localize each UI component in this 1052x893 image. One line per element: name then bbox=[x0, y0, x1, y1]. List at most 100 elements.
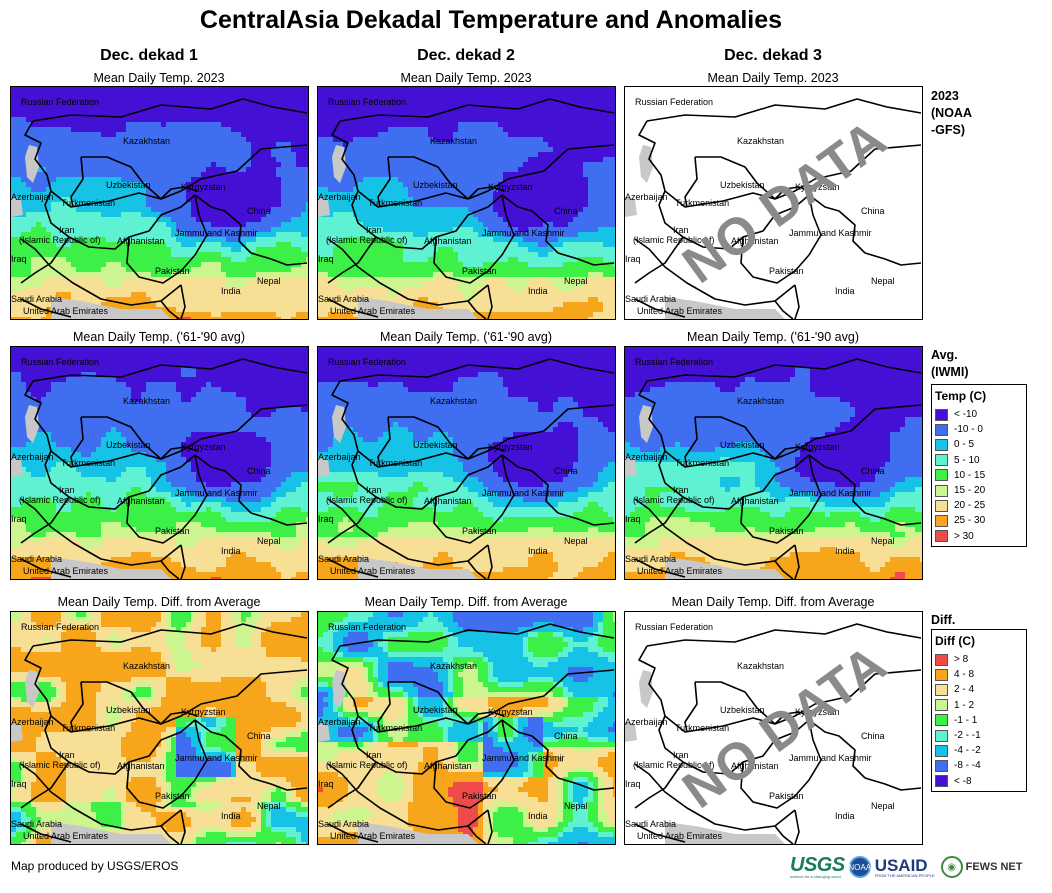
place-label-afghanistan: Afghanistan bbox=[424, 762, 472, 771]
temperature-legend: Temp (C) < -10 -10 - 0 0 - 5 5 - 10 10 - 15 1… bbox=[931, 384, 1027, 547]
water-body bbox=[665, 557, 785, 579]
country-border bbox=[774, 300, 794, 319]
map-raster bbox=[625, 347, 922, 579]
temperature-legend-label: > 30 bbox=[954, 531, 974, 542]
column-header-3: Dec. dekad 3 bbox=[624, 47, 922, 65]
place-label-iraq: Iraq bbox=[625, 515, 641, 524]
country-border bbox=[20, 236, 70, 284]
place-label-saudi: Saudi Arabia bbox=[318, 820, 369, 829]
country-border bbox=[433, 194, 515, 284]
place-label-nepal: Nepal bbox=[257, 277, 281, 286]
place-label-iran2: (Islamic Republic of) bbox=[19, 496, 101, 505]
place-label-iraq: Iraq bbox=[625, 255, 641, 264]
difference-legend-label: -8 - -4 bbox=[954, 760, 981, 771]
difference-legend-swatch bbox=[935, 668, 948, 681]
country-border bbox=[160, 825, 180, 844]
difference-legend-swatch bbox=[935, 775, 948, 788]
country-border bbox=[44, 715, 196, 775]
place-label-iraq: Iraq bbox=[11, 255, 27, 264]
water-body bbox=[332, 670, 346, 708]
country-border bbox=[634, 761, 684, 809]
country-border bbox=[70, 681, 84, 733]
country-border bbox=[740, 719, 822, 809]
place-label-iran1: Iran bbox=[59, 226, 75, 235]
country-border bbox=[388, 416, 469, 460]
place-label-nepal: Nepal bbox=[564, 277, 588, 286]
place-label-saudi: Saudi Arabia bbox=[11, 820, 62, 829]
place-label-azerbaijan: Azerbaijan bbox=[11, 718, 54, 727]
place-label-jammu: Jammu and Kashmir bbox=[789, 229, 872, 238]
place-label-uzbekistan: Uzbekistan bbox=[106, 706, 151, 715]
country-border bbox=[467, 300, 487, 319]
country-border bbox=[327, 236, 377, 284]
place-label-kyrgyzstan: Kyrgyzstan bbox=[181, 443, 226, 452]
temperature-legend-label: 5 - 10 bbox=[954, 455, 980, 466]
difference-legend-item: -8 - -4 bbox=[935, 758, 1023, 773]
place-label-china: China bbox=[861, 467, 885, 476]
place-label-russia: Russian Federation bbox=[635, 98, 713, 107]
map-panel-r2-c3: Russian Federation Kazakhstan Uzbekistan Ky… bbox=[624, 346, 923, 580]
place-label-iraq: Iraq bbox=[11, 780, 27, 789]
country-border bbox=[327, 298, 379, 318]
place-label-turkmenistan: Turkmenistan bbox=[675, 459, 729, 468]
place-label-iran1: Iran bbox=[59, 751, 75, 760]
temperature-legend-title: Temp (C) bbox=[935, 389, 1023, 403]
country-border bbox=[339, 98, 615, 122]
country-border bbox=[487, 544, 493, 579]
country-border bbox=[658, 190, 810, 250]
place-label-iran1: Iran bbox=[673, 751, 689, 760]
place-label-jammu: Jammu and Kashmir bbox=[482, 489, 565, 498]
place-label-turkmenistan: Turkmenistan bbox=[61, 459, 115, 468]
country-border bbox=[327, 761, 377, 809]
water-body bbox=[358, 822, 478, 844]
place-label-afghanistan: Afghanistan bbox=[117, 497, 165, 506]
country-border bbox=[70, 416, 84, 468]
water-body bbox=[11, 457, 23, 477]
country-border bbox=[377, 681, 391, 733]
water-body bbox=[51, 557, 171, 579]
place-label-pakistan: Pakistan bbox=[462, 527, 497, 536]
country-border bbox=[774, 446, 812, 460]
country-border bbox=[20, 761, 70, 809]
map-title-r3-c2: Mean Daily Temp. Diff. from Average bbox=[316, 595, 616, 609]
difference-legend-item: -2 - -1 bbox=[935, 728, 1023, 743]
place-label-uzbekistan: Uzbekistan bbox=[720, 181, 765, 190]
place-label-nepal: Nepal bbox=[257, 802, 281, 811]
place-label-kazakhstan: Kazakhstan bbox=[430, 137, 477, 146]
country-border bbox=[433, 454, 515, 544]
place-label-uae: United Arab Emirates bbox=[330, 307, 415, 316]
country-border bbox=[160, 186, 198, 200]
place-label-uzbekistan: Uzbekistan bbox=[720, 706, 765, 715]
map-raster bbox=[318, 347, 615, 579]
place-label-china: China bbox=[861, 732, 885, 741]
place-label-azerbaijan: Azerbaijan bbox=[318, 718, 361, 727]
country-border bbox=[327, 238, 489, 306]
map-panel-r1-c2: Russian Federation Kazakhstan Uzbekistan Ky… bbox=[317, 86, 616, 320]
place-label-iraq: Iraq bbox=[318, 255, 334, 264]
place-label-azerbaijan: Azerbaijan bbox=[11, 453, 54, 462]
country-border bbox=[20, 498, 182, 566]
place-label-nepal: Nepal bbox=[871, 277, 895, 286]
place-label-iran1: Iran bbox=[366, 751, 382, 760]
place-label-india: India bbox=[221, 287, 241, 296]
place-label-china: China bbox=[247, 732, 271, 741]
temperature-legend-swatch bbox=[935, 408, 948, 421]
place-label-turkmenistan: Turkmenistan bbox=[61, 199, 115, 208]
country-border bbox=[20, 823, 72, 843]
place-label-india: India bbox=[835, 812, 855, 821]
water-body bbox=[639, 670, 653, 708]
map-raster bbox=[318, 612, 615, 844]
water-body bbox=[25, 670, 39, 708]
map-panel-r3-c2: Russian Federation Kazakhstan Uzbekistan Ky… bbox=[317, 611, 616, 845]
country-border bbox=[24, 645, 308, 733]
water-body bbox=[332, 405, 346, 443]
country-border bbox=[794, 544, 800, 579]
country-border bbox=[487, 809, 493, 844]
country-border bbox=[433, 719, 515, 809]
place-label-nepal: Nepal bbox=[871, 537, 895, 546]
difference-legend-title: Diff (C) bbox=[935, 634, 1023, 648]
country-border bbox=[327, 763, 489, 831]
place-label-pakistan: Pakistan bbox=[462, 267, 497, 276]
place-label-uae: United Arab Emirates bbox=[330, 832, 415, 841]
place-label-iran2: (Islamic Republic of) bbox=[633, 496, 715, 505]
